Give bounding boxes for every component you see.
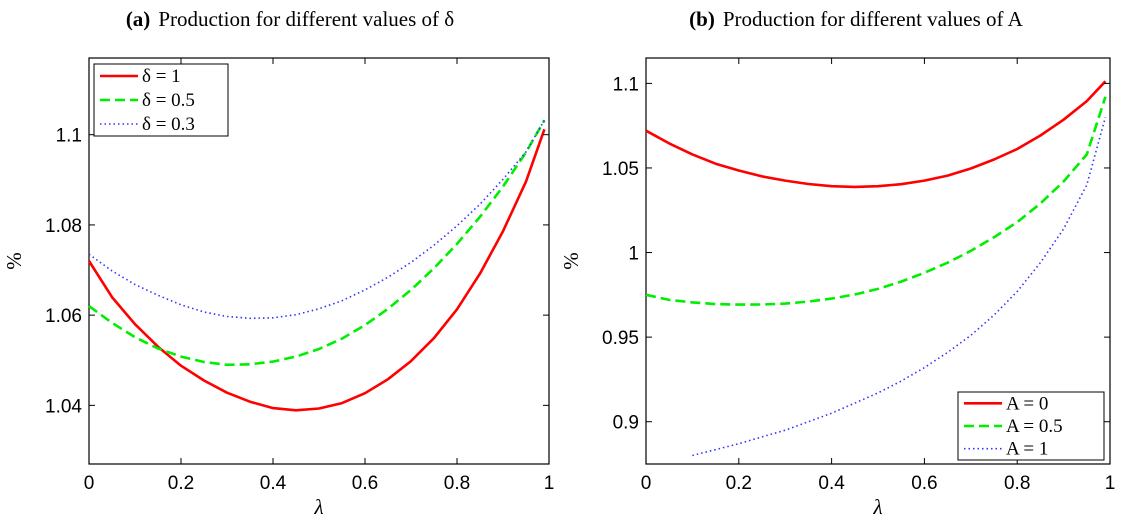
panel-a-legend: δ = 1 δ = 0.5 δ = 0.3 — [93, 63, 229, 137]
panel-a-x-axis-label: λ — [313, 495, 323, 519]
panel-a-x-tick-label: 0.2 — [168, 473, 194, 494]
panel-b-title: (b) Production for different values of A — [689, 7, 1023, 31]
panel-a-y-tick-label: 1.1 — [56, 126, 82, 147]
panel-b-x-tick-label: 0.6 — [911, 473, 937, 494]
panel-b-title-tag: (b) — [689, 7, 715, 31]
panel-a-y-tick-label: 1.04 — [45, 396, 82, 417]
panel-a-title: (a) Production for different values of δ — [126, 7, 454, 31]
panel-a-x-tick-label: 0.8 — [444, 473, 470, 494]
panel-b-y-tick-label: 1.05 — [602, 159, 639, 180]
panel-a-title-text: Production for different values of δ — [158, 7, 454, 31]
panel-a: (a) Production for different values of δ … — [2, 7, 554, 519]
panel-b-series-line-3 — [692, 116, 1107, 457]
panel-a-x-tick-label: 0 — [84, 473, 95, 494]
panel-b-x-tick-label: 0.2 — [726, 473, 752, 494]
panel-b-ticks: 0 0.2 0.4 0.6 0.8 1 0.9 0.95 1 1.05 1.1 — [602, 58, 1115, 494]
panel-a-y-axis-label: % — [2, 252, 26, 270]
panel-b-y-axis-label: % — [559, 252, 583, 270]
panel-b-legend-label: A = 0 — [1006, 393, 1048, 414]
panel-b-x-tick-label: 0 — [641, 473, 652, 494]
panel-a-x-tick-label: 0.4 — [260, 473, 287, 494]
panel-a-series-line-3 — [88, 119, 546, 320]
panel-a-y-tick-label: 1.06 — [45, 306, 82, 327]
panel-b-series-group — [645, 80, 1107, 457]
panel-a-title-tag: (a) — [126, 7, 151, 31]
panel-b-series-line-2 — [645, 96, 1107, 306]
panel-a-legend-label: δ = 0.5 — [142, 90, 195, 111]
panel-b-x-axis-label: λ — [872, 495, 882, 519]
panel-b-legend: A = 0A = 0.5A = 1 — [957, 391, 1105, 461]
panel-a-series-line-2 — [88, 119, 546, 367]
panel-b-plot-frame — [645, 57, 1111, 465]
panel-b-y-tick-label: 1 — [628, 244, 639, 265]
panel-a-legend-label: δ = 1 — [142, 66, 181, 87]
panel-b-y-tick-label: 0.95 — [602, 328, 639, 349]
panel-a-x-tick-label: 0.6 — [352, 473, 378, 494]
panel-a-series-group — [87, 119, 546, 412]
panel-b-title-text: Production for different values of A — [723, 7, 1024, 31]
panel-b-y-tick-label: 1.1 — [613, 74, 639, 95]
panel-b-series-line-1 — [645, 80, 1107, 189]
panel-a-x-tick-label: 1 — [544, 473, 555, 494]
panel-a-legend-label: δ = 0.3 — [142, 114, 195, 135]
panel-b: (b) Production for different values of A … — [559, 7, 1115, 519]
panel-b-x-tick-label: 0.4 — [818, 473, 845, 494]
panel-b-x-tick-label: 0.8 — [1004, 473, 1030, 494]
panel-b-legend-label: A = 1 — [1006, 439, 1048, 460]
panel-b-y-tick-label: 0.9 — [613, 413, 639, 434]
panel-a-series-line-1 — [87, 128, 546, 412]
panel-a-ticks: 0 0.2 0.4 0.6 0.8 1 1.04 1.06 1.08 1.1 — [45, 58, 554, 494]
panel-b-legend-label: A = 0.5 — [1006, 416, 1063, 437]
panel-b-x-tick-label: 1 — [1105, 473, 1116, 494]
panel-a-y-tick-label: 1.08 — [45, 216, 82, 237]
